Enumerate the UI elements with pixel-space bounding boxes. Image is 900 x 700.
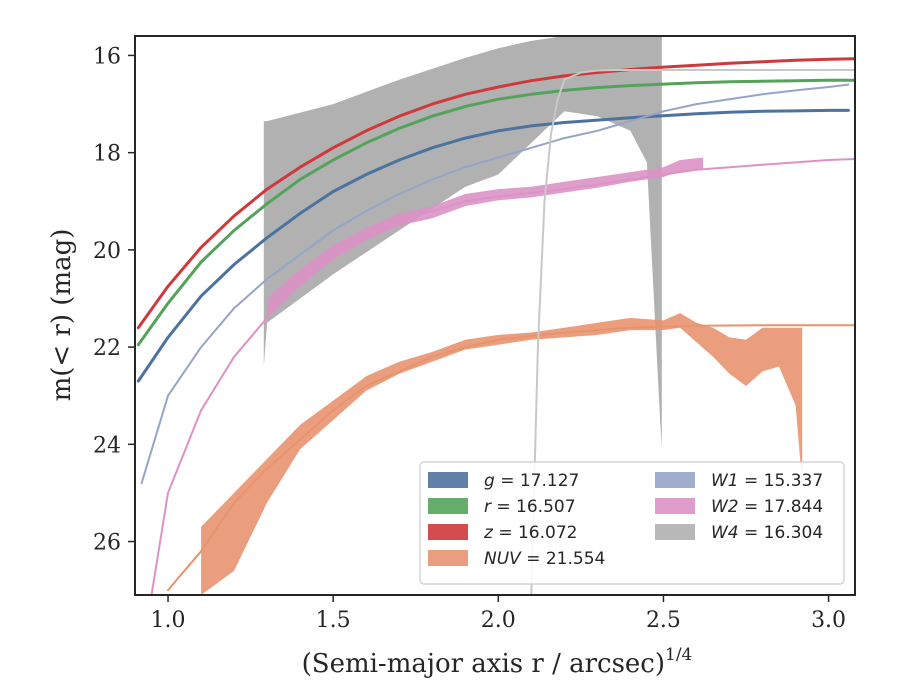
- y-tick-label: 24: [93, 433, 121, 458]
- x-tick-label: 2.0: [481, 608, 516, 633]
- legend-label-nuv: NUV = 21.554: [484, 549, 605, 569]
- legend-swatch-w1: [655, 472, 695, 488]
- x-axis-ticks: 1.0 1.5 2.0 2.5 3.0: [151, 595, 846, 633]
- y-tick-label: 26: [93, 531, 121, 556]
- y-axis-ticks: 16 18 20 22 24 26: [93, 44, 135, 556]
- x-tick-label: 1.0: [151, 608, 186, 633]
- x-axis-label: (Semi-major axis r / arcsec)1/4: [302, 645, 693, 679]
- legend-swatch-nuv: [428, 550, 468, 566]
- legend-label-w2: W2 = 17.844: [711, 497, 823, 517]
- series-line-w1: [140, 83, 850, 485]
- series-line-r: [136, 78, 855, 347]
- legend-box: [419, 461, 845, 585]
- x-axis-label-exponent: 1/4: [665, 645, 692, 665]
- series-line-w4: [530, 69, 855, 595]
- x-tick-label: 2.5: [646, 608, 681, 633]
- series-line-w2: [150, 158, 855, 595]
- y-tick-label: 18: [93, 142, 121, 167]
- legend-label-w1: W1 = 15.337: [711, 471, 823, 491]
- band-nuv: [201, 313, 803, 595]
- y-tick-label: 20: [93, 239, 121, 264]
- series-line-z: [136, 57, 855, 330]
- x-axis-label-text: (Semi-major axis r / arcsec): [302, 649, 665, 679]
- y-axis-label: m(< r) (mag): [47, 229, 77, 402]
- plot-frame: [134, 35, 856, 596]
- series-lines: [136, 57, 855, 595]
- legend-swatch-z: [428, 524, 468, 540]
- y-tick-label: 16: [93, 44, 121, 69]
- legend-swatch-r: [428, 498, 468, 514]
- series-line-g: [136, 108, 850, 383]
- y-tick-label: 22: [93, 336, 121, 361]
- legend-swatch-w4: [655, 524, 695, 540]
- legend-label-z: z = 16.072: [483, 523, 577, 543]
- band-w2: [267, 157, 704, 318]
- series-line-nuv: [167, 324, 855, 592]
- legend-label-w4: W4 = 16.304: [711, 523, 823, 543]
- legend-swatch-g: [428, 472, 468, 488]
- legend-label-g: g = 17.127: [484, 471, 579, 491]
- error-bands: [201, 36, 803, 595]
- legend: g = 17.127 r = 16.507 z = 16.072 NUV = 21.5…: [419, 461, 845, 585]
- legend-swatch-w2: [655, 498, 695, 514]
- legend-label-r: r = 16.507: [484, 497, 576, 517]
- band-w4: [263, 36, 662, 447]
- x-tick-label: 3.0: [811, 608, 846, 633]
- x-tick-label: 1.5: [316, 608, 351, 633]
